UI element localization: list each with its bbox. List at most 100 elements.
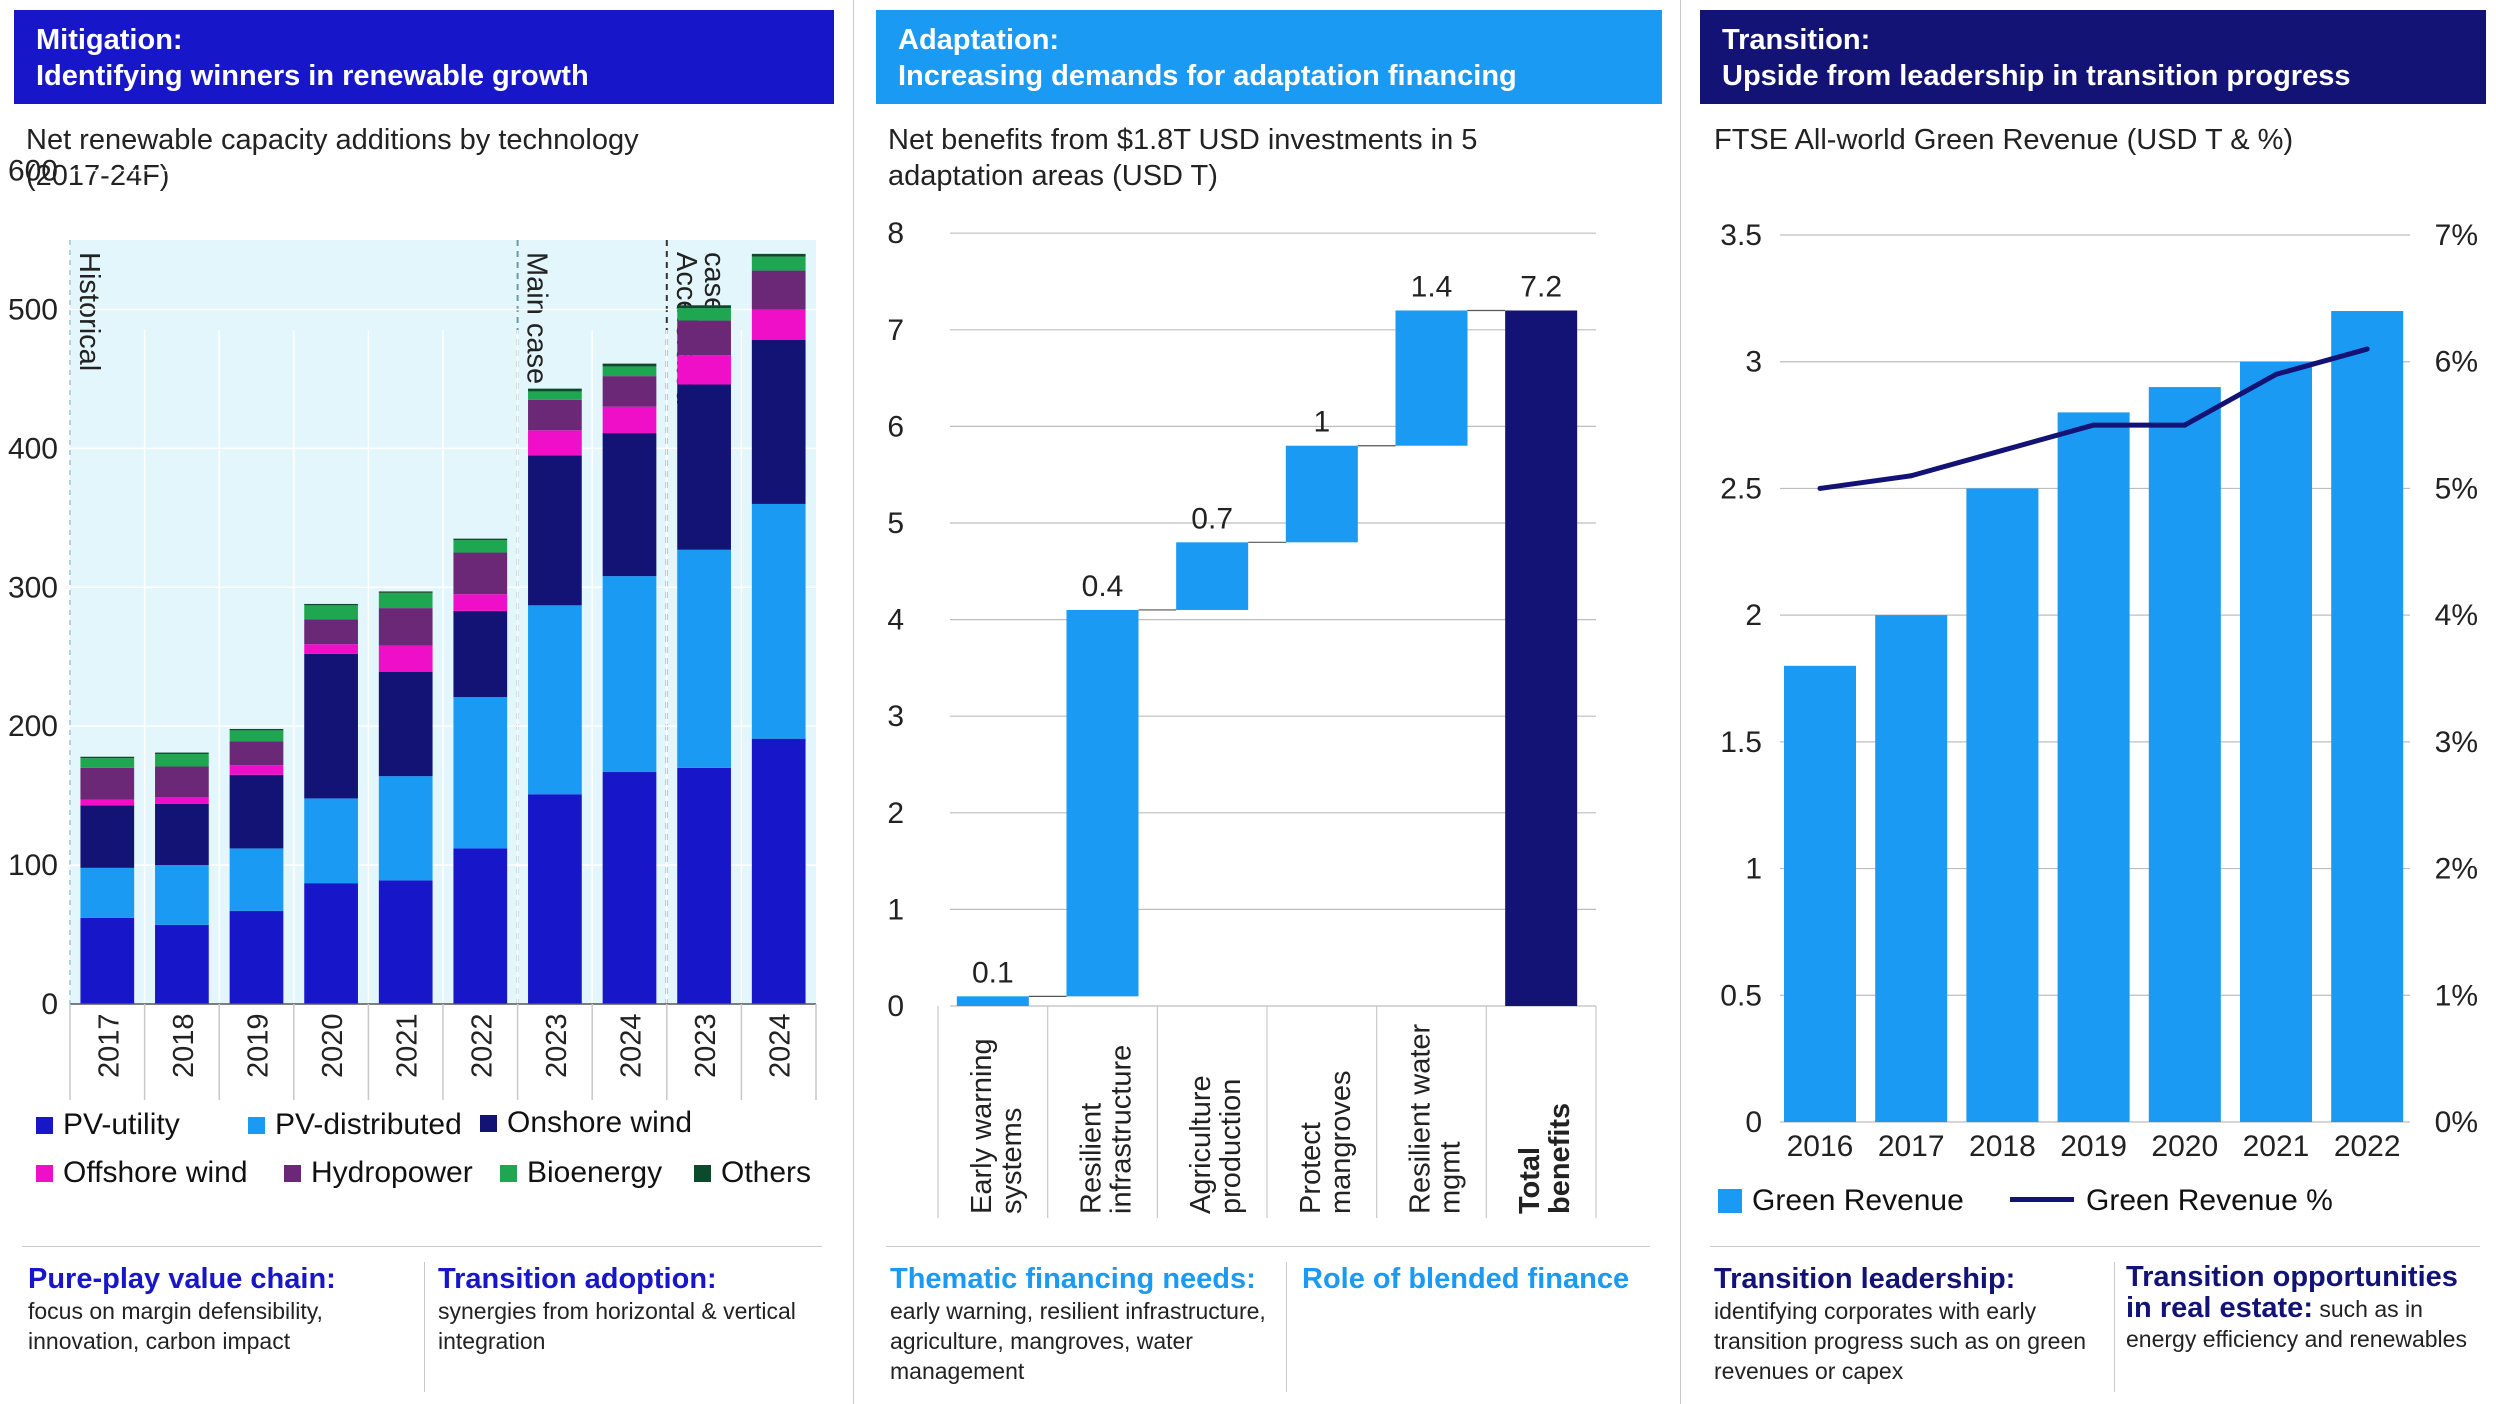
transition-leadership-note: Transition leadership: identifying corpo…: [1714, 1262, 2114, 1386]
category-label-total-benefits: Totalbenefits: [1514, 1103, 1576, 1214]
green-revenue-pct-point-2022: [2364, 346, 2370, 352]
category-label-resilient-water-mgmt: Resilient watermgmt: [1405, 1023, 1467, 1214]
y-tick-1: 1: [887, 893, 904, 926]
real-estate-title-a: Transition opportunities: [2126, 1261, 2458, 1293]
legend-label-green-revenue: Green Revenue: [1752, 1184, 1964, 1217]
legend-swatch-hydropower: [284, 1165, 301, 1182]
y-left-tick-6: 3: [1745, 346, 1762, 379]
waterfall-bar-total-benefits: [1505, 310, 1578, 1007]
legend-swatch-onshore-wind: [480, 1115, 497, 1132]
mitigation-footer-separator: [424, 1262, 425, 1392]
bar-pv-distributed-1: [155, 865, 209, 925]
x-label-2017-0: 2017: [93, 1013, 125, 1078]
bar-offshore-wind-5: [453, 594, 508, 611]
bar-pv-distributed-7: [602, 576, 657, 773]
bar-others-0: [80, 756, 135, 759]
revenue-bar-2017: [1875, 615, 1948, 1122]
data-label-resilient-infrastructure: 0.4: [1082, 570, 1124, 603]
transition-adoption-note: Transition adoption: synergies from hori…: [438, 1262, 818, 1356]
y-tick-400: 400: [8, 432, 58, 465]
legend-label-others: Others: [721, 1156, 812, 1189]
x-label-2024-7: 2024: [616, 1013, 648, 1078]
bar-bioenergy-5: [453, 540, 508, 553]
y-tick-300: 300: [8, 571, 58, 604]
waterfall-bar-resilient-water-mgmt: [1395, 310, 1468, 446]
bar-pv-utility-9: [751, 738, 806, 1004]
x-label-2020-3: 2020: [317, 1013, 349, 1078]
y-right-tick-6: 6%: [2435, 346, 2478, 379]
transition-chart-title: FTSE All-world Green Revenue (USD T & %): [1714, 124, 2294, 156]
y-left-tick-5: 2.5: [1720, 472, 1762, 505]
waterfall-bar-resilient-infrastructure: [1066, 609, 1139, 997]
bar-bioenergy-8: [677, 308, 731, 321]
x-label-2018: 2018: [1969, 1130, 2036, 1163]
revenue-bar-2018: [1966, 488, 2039, 1122]
legend-label-hydropower: Hydropower: [311, 1156, 473, 1189]
bar-bioenergy-1: [155, 753, 209, 767]
revenue-bar-2016: [1784, 665, 1856, 1122]
transition-footer-separator: [2114, 1262, 2115, 1392]
bar-pv-utility-5: [453, 848, 508, 1004]
bar-onshore-wind-5: [453, 610, 508, 698]
legend-label-onshore-wind: Onshore wind: [507, 1106, 693, 1139]
bar-bioenergy-4: [378, 592, 433, 609]
data-label-total-benefits: 7.2: [1520, 270, 1562, 303]
panel-divider-1: [853, 0, 854, 1404]
y-tick-100: 100: [8, 849, 58, 882]
y-tick-600: 600: [8, 155, 58, 188]
y-right-tick-0: 0%: [2435, 1106, 2478, 1139]
data-label-agriculture-production: 0.7: [1191, 502, 1233, 535]
legend-item-green-revenue: Green Revenue %: [2010, 1184, 2333, 1218]
bar-hydropower-4: [378, 608, 433, 646]
y-tick-0: 0: [887, 990, 904, 1023]
bar-others-2: [229, 728, 284, 731]
transition-footer-divider: [1710, 1246, 2480, 1247]
transition-leadership-title: Transition leadership:: [1714, 1263, 2016, 1295]
y-tick-200: 200: [8, 710, 58, 743]
bar-pv-distributed-3: [304, 798, 358, 884]
bar-pv-distributed-6: [528, 605, 582, 795]
green-revenue-pct-point-2017: [1908, 473, 1914, 479]
revenue-bar-2022: [2331, 311, 2404, 1122]
y-left-tick-0: 0: [1745, 1106, 1762, 1139]
bar-offshore-wind-6: [528, 430, 582, 456]
transition-header-title: Transition:: [1722, 24, 1871, 56]
bar-pv-utility-3: [304, 883, 358, 1004]
y-tick-7: 7: [887, 314, 904, 347]
bar-bioenergy-9: [751, 256, 806, 271]
bar-others-7: [602, 363, 657, 367]
green-revenue-pct-point-2019: [2091, 422, 2097, 428]
thematic-financing-note: Thematic financing needs: early warning,…: [890, 1262, 1290, 1386]
bar-others-3: [304, 603, 358, 606]
pure-play-text: focus on margin defensibility, innovatio…: [28, 1298, 323, 1354]
bar-bioenergy-7: [602, 366, 657, 377]
waterfall-bar-protect-mangroves: [1285, 445, 1358, 543]
bar-pv-utility-0: [80, 917, 135, 1004]
y-left-tick-2: 1: [1745, 853, 1762, 886]
bar-pv-utility-7: [602, 772, 657, 1004]
x-label-2018-1: 2018: [168, 1013, 200, 1078]
bar-onshore-wind-6: [528, 455, 582, 606]
x-label-2024-9: 2024: [765, 1013, 797, 1078]
bar-hydropower-8: [677, 320, 731, 356]
adaptation-footer-divider: [886, 1246, 1650, 1247]
transition-adoption-title: Transition adoption:: [438, 1263, 717, 1295]
y-right-tick-1: 1%: [2435, 979, 2478, 1012]
legend-item-pv-distributed: PV-distributed: [248, 1108, 462, 1142]
adaptation-footer-separator: [1286, 1262, 1287, 1392]
bar-others-6: [528, 388, 582, 392]
y-tick-6: 6: [887, 410, 904, 443]
bar-others-4: [378, 591, 433, 593]
category-label-agriculture-production: Agricultureproduction: [1185, 1075, 1247, 1214]
legend-item-others: Others: [694, 1156, 811, 1190]
pure-play-note: Pure-play value chain: focus on margin d…: [28, 1262, 408, 1356]
legend-swatch-pv-utility: [36, 1117, 53, 1134]
blended-finance-note: Role of blended finance: [1302, 1262, 1652, 1296]
region-label-historical: Historical: [73, 252, 105, 371]
category-label-early-warning-systems: Early warningsystems: [966, 1038, 1028, 1214]
y-left-tick-4: 2: [1745, 599, 1762, 632]
legend-label-offshore-wind: Offshore wind: [63, 1156, 248, 1189]
bar-pv-utility-6: [528, 794, 582, 1004]
bar-others-8: [677, 305, 731, 309]
bar-pv-distributed-2: [229, 848, 284, 911]
